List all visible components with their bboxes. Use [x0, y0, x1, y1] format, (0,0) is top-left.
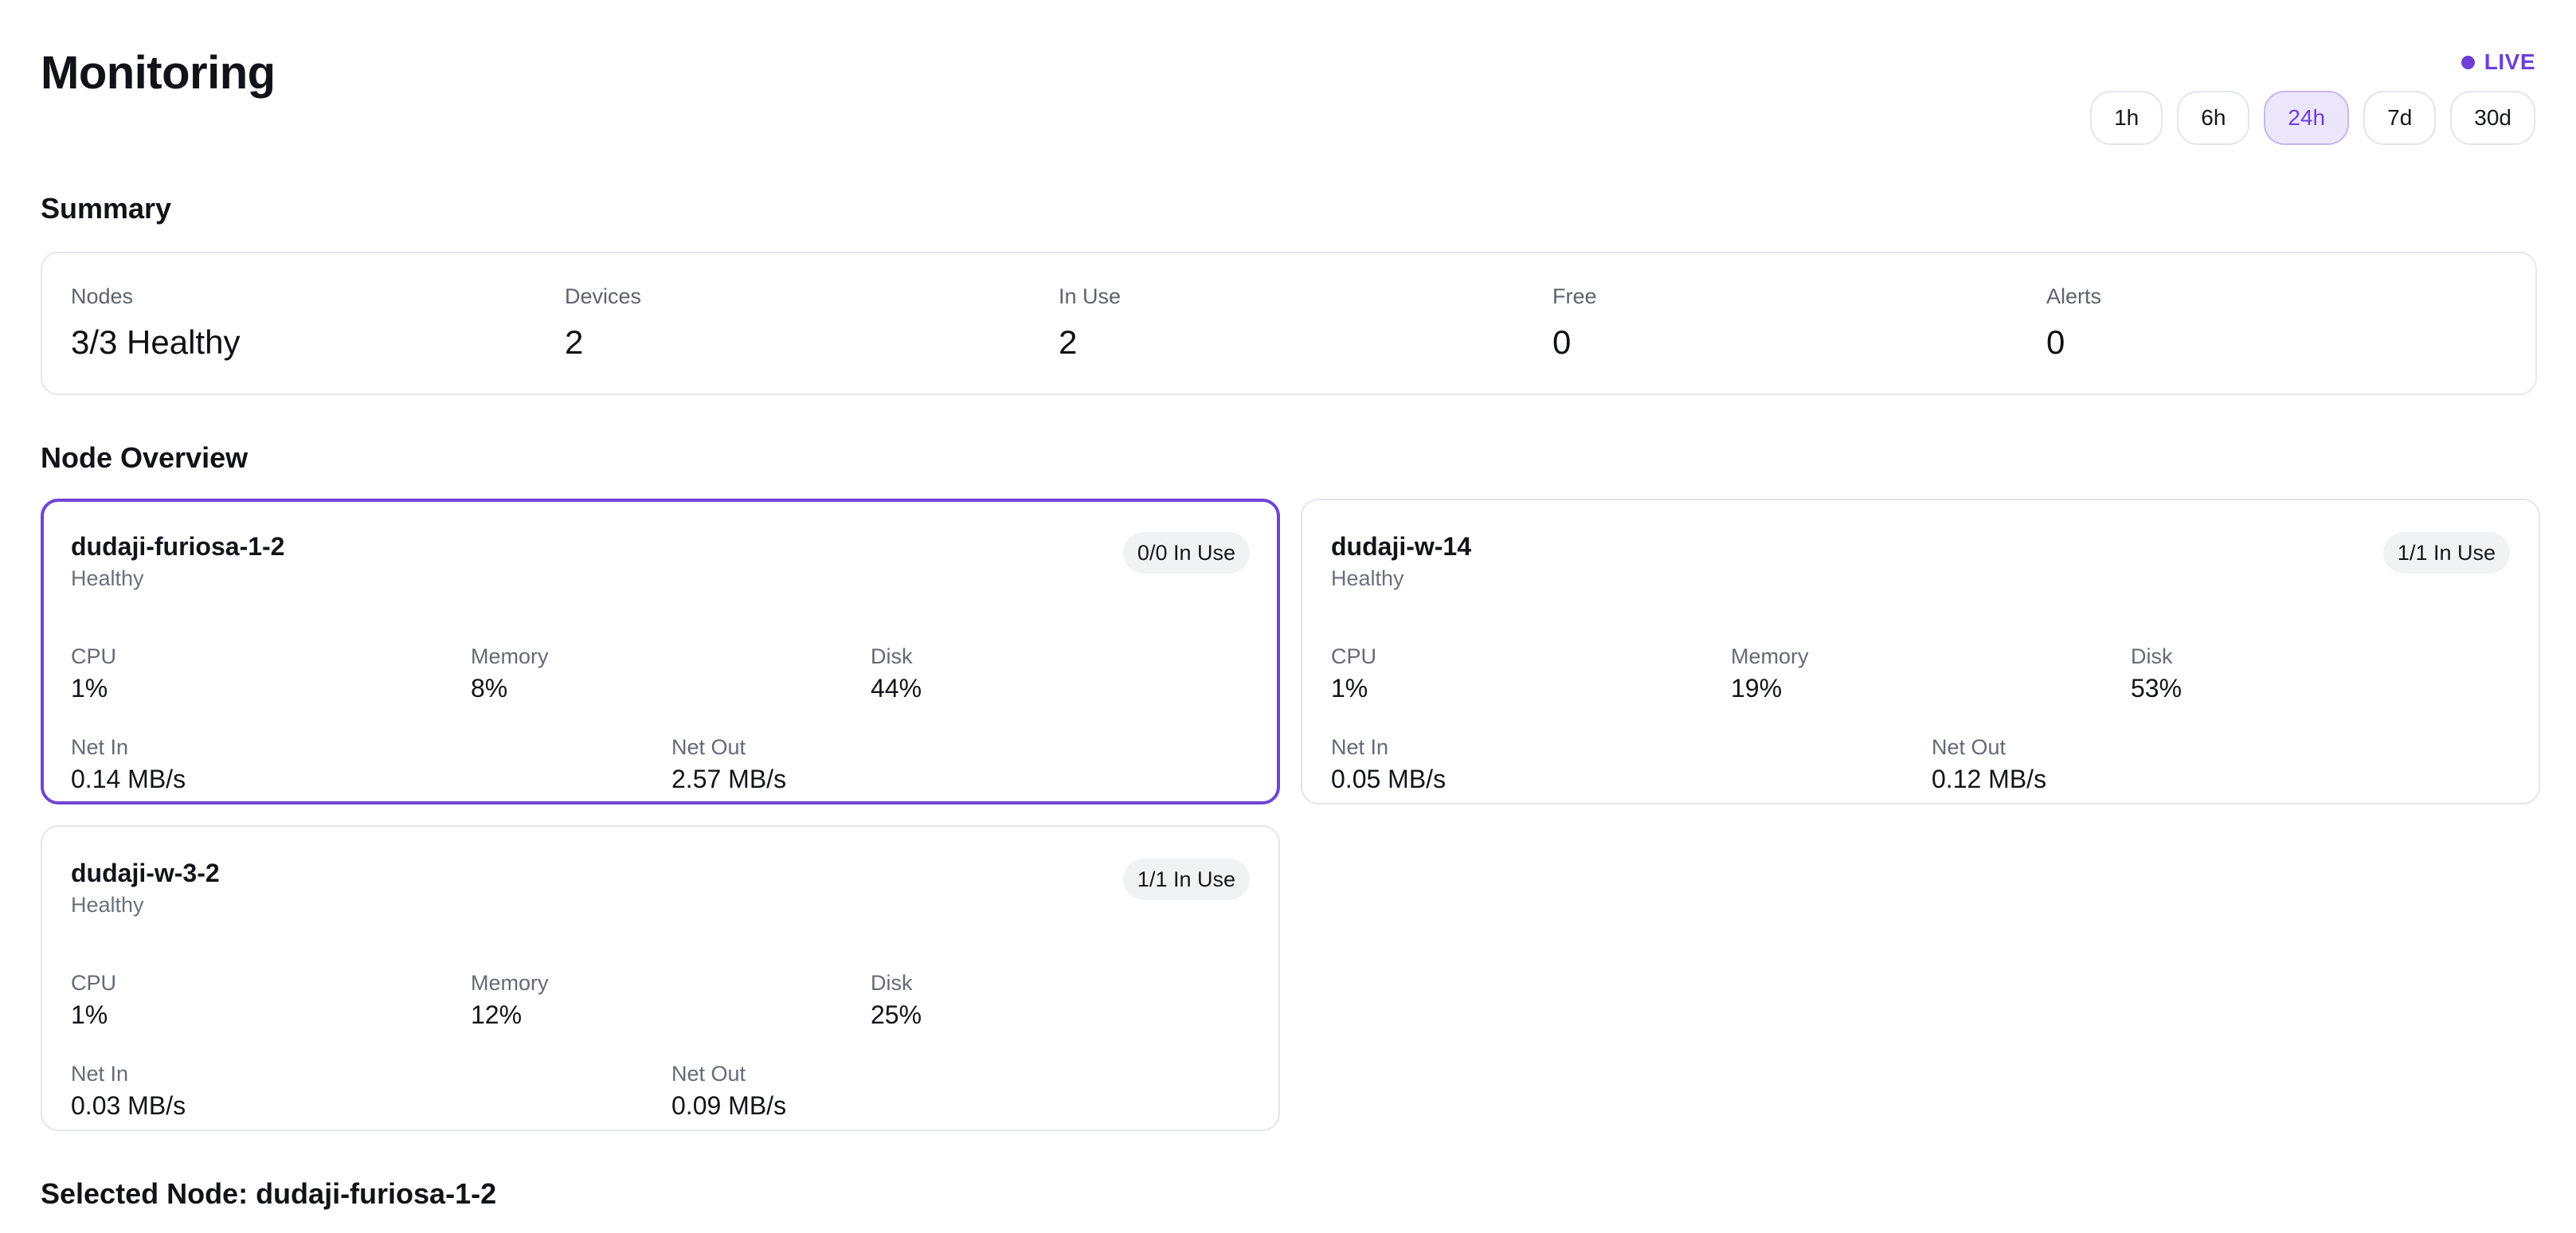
- metric-label: Disk: [871, 971, 913, 995]
- metric-value: 0.14 MB/s: [71, 765, 186, 793]
- summary-value: 2: [1059, 323, 1078, 361]
- metric-label: Net Out: [671, 735, 746, 759]
- metric-disk: Disk 44%: [871, 642, 922, 706]
- metric-label: Memory: [1731, 644, 1809, 668]
- metric-value: 53%: [2131, 674, 2183, 703]
- summary-item-nodes: Nodes 3/3 Healthy: [71, 282, 565, 393]
- metric-label: CPU: [1331, 644, 1377, 668]
- metric-disk: Disk 25%: [871, 969, 922, 1032]
- node-status: Healthy: [1331, 566, 1404, 590]
- live-dot-icon: [2461, 55, 2475, 69]
- summary-value: 2: [565, 323, 584, 361]
- metric-value: 0.03 MB/s: [71, 1091, 186, 1120]
- metric-label: Disk: [2131, 644, 2173, 668]
- summary-label: Alerts: [2046, 284, 2102, 308]
- metric-label: CPU: [71, 971, 117, 995]
- summary-value: 3/3 Healthy: [71, 323, 241, 361]
- node-status: Healthy: [71, 566, 144, 590]
- metric-label: CPU: [71, 644, 117, 668]
- metric-label: Memory: [471, 644, 549, 668]
- metric-memory: Memory 12%: [471, 969, 549, 1032]
- node-overview-heading: Node Overview: [41, 441, 249, 474]
- summary-value: 0: [1552, 323, 1572, 361]
- node-card-body: dudaji-furiosa-1-2 Healthy 0/0 In Use CP…: [71, 529, 1250, 793]
- selected-node-heading: Selected Node: dudaji-furiosa-1-2: [41, 1177, 497, 1210]
- metric-memory: Memory 8%: [471, 642, 549, 706]
- metric-value: 1%: [71, 674, 108, 703]
- metric-net-in: Net In 0.03 MB/s: [71, 1059, 186, 1123]
- node-name: dudaji-w-14: [1331, 532, 1472, 561]
- metric-label: Net In: [1331, 735, 1389, 759]
- node-card[interactable]: dudaji-w-14 Healthy 1/1 In Use CPU 1% Me…: [1301, 499, 2540, 804]
- metric-value: 19%: [1731, 674, 1783, 703]
- node-name: dudaji-furiosa-1-2: [71, 532, 285, 561]
- metric-disk: Disk 53%: [2131, 642, 2182, 706]
- node-usage-badge: 1/1 In Use: [1122, 859, 1250, 900]
- metric-value: 0.12 MB/s: [1932, 765, 2047, 793]
- metric-value: 25%: [871, 1000, 922, 1029]
- metric-label: Net Out: [671, 1062, 746, 1086]
- metric-value: 1%: [71, 1000, 108, 1029]
- node-status: Healthy: [71, 893, 144, 917]
- summary-value: 0: [2046, 323, 2065, 361]
- metric-cpu: CPU 1%: [71, 642, 116, 706]
- summary-label: Nodes: [71, 284, 134, 308]
- node-usage-badge: 0/0 In Use: [1122, 532, 1250, 573]
- metric-net-out: Net Out 2.57 MB/s: [671, 733, 786, 797]
- metric-net-out: Net Out 0.09 MB/s: [671, 1059, 786, 1123]
- summary-item-devices: Devices 2: [565, 282, 1059, 393]
- range-button-1h[interactable]: 1h: [2090, 91, 2163, 145]
- summary-item-free: Free 0: [1552, 282, 2046, 393]
- range-button-24h[interactable]: 24h: [2264, 91, 2350, 145]
- metric-label: Net In: [71, 735, 129, 759]
- metric-net-out: Net Out 0.12 MB/s: [1932, 733, 2046, 797]
- metric-value: 8%: [471, 674, 508, 703]
- summary-label: In Use: [1059, 284, 1122, 308]
- summary-card: Nodes 3/3 Healthy Devices 2 In Use 2 Fre…: [41, 252, 2537, 395]
- metric-value: 2.57 MB/s: [671, 765, 787, 793]
- metric-memory: Memory 19%: [1731, 642, 1809, 706]
- metric-label: Memory: [471, 971, 549, 995]
- metric-value: 1%: [1331, 674, 1368, 703]
- metric-label: Disk: [871, 644, 913, 668]
- live-indicator: LIVE: [2461, 48, 2535, 76]
- live-label: LIVE: [2484, 49, 2535, 74]
- node-card[interactable]: dudaji-w-3-2 Healthy 1/1 In Use CPU 1% M…: [41, 825, 1280, 1131]
- metric-value: 0.09 MB/s: [671, 1091, 787, 1120]
- metric-net-in: Net In 0.05 MB/s: [1331, 733, 1446, 797]
- page-title: Monitoring: [41, 47, 276, 99]
- metric-cpu: CPU 1%: [71, 969, 116, 1032]
- metric-label: Net In: [71, 1062, 129, 1086]
- metric-label: Net Out: [1932, 735, 2006, 759]
- summary-item-alerts: Alerts 0: [2046, 282, 2540, 393]
- node-card-body: dudaji-w-14 Healthy 1/1 In Use CPU 1% Me…: [1331, 529, 2510, 793]
- summary-heading: Summary: [41, 192, 172, 225]
- node-usage-badge: 1/1 In Use: [2382, 532, 2510, 573]
- metric-value: 44%: [871, 674, 922, 703]
- range-button-6h[interactable]: 6h: [2177, 91, 2250, 145]
- metric-cpu: CPU 1%: [1331, 642, 1376, 706]
- node-card[interactable]: dudaji-furiosa-1-2 Healthy 0/0 In Use CP…: [41, 499, 1280, 804]
- node-name: dudaji-w-3-2: [71, 859, 220, 887]
- metric-value: 12%: [471, 1000, 523, 1029]
- node-card-body: dudaji-w-3-2 Healthy 1/1 In Use CPU 1% M…: [71, 855, 1250, 1120]
- summary-item-in-use: In Use 2: [1059, 282, 1552, 393]
- summary-label: Free: [1552, 284, 1597, 308]
- metric-value: 0.05 MB/s: [1331, 765, 1447, 793]
- summary-label: Devices: [565, 284, 642, 308]
- range-button-30d[interactable]: 30d: [2450, 91, 2535, 145]
- time-range-selector: 1h 6h 24h 7d 30d: [2090, 91, 2535, 145]
- range-button-7d[interactable]: 7d: [2363, 91, 2437, 145]
- metric-net-in: Net In 0.14 MB/s: [71, 733, 186, 797]
